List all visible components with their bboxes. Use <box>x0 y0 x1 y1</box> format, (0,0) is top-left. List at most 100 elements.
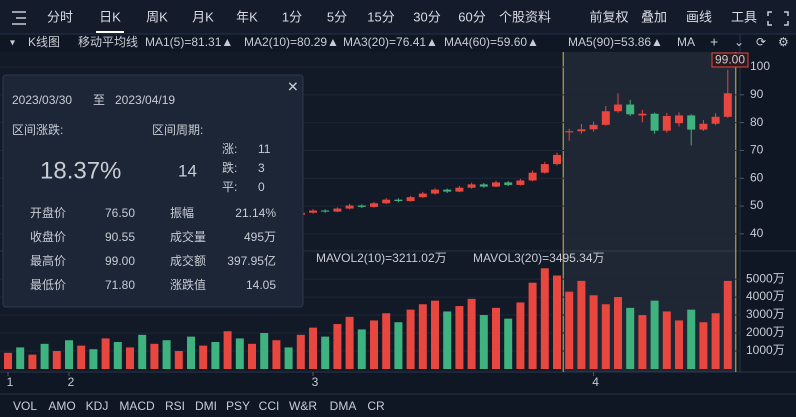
stat-label: 收盘价 <box>30 229 66 244</box>
change-label: 区间涨跌: <box>12 122 63 137</box>
period-value: 14 <box>178 161 197 180</box>
candle-body <box>321 210 330 212</box>
candle-body <box>577 129 586 132</box>
add-button[interactable]: + <box>710 34 718 50</box>
indicator-tab[interactable]: VOL <box>13 399 37 413</box>
volume-bar <box>321 336 330 369</box>
volume-bar <box>492 307 500 369</box>
indicator-tab[interactable]: KDJ <box>86 399 109 413</box>
toolbar-tab[interactable]: 1分 <box>282 9 302 24</box>
toolbar-tab[interactable]: 个股资料 <box>499 9 551 24</box>
chart-type[interactable]: K线图 <box>28 35 60 49</box>
fullscreen-icon[interactable] <box>767 11 789 26</box>
volume-bar <box>357 329 366 369</box>
candle-body <box>601 111 610 125</box>
volume-bar <box>467 298 476 369</box>
volume-legend: MAVOL2(10)=3211.02万 <box>316 251 447 265</box>
toolbar-tab[interactable]: 30分 <box>413 9 440 24</box>
indicator-tab[interactable]: DMA <box>330 399 357 413</box>
y-tick-label: 40 <box>750 226 764 240</box>
stat-value: 495万 <box>244 230 276 244</box>
indicator-tab[interactable]: CCI <box>259 399 280 413</box>
ma-legend: MA3(20)=76.41▲ <box>343 35 438 49</box>
toolbar-action[interactable]: 前复权 <box>589 9 628 24</box>
volume-tick-label: 5000万 <box>746 271 785 285</box>
indicator-tab[interactable]: MACD <box>119 399 155 413</box>
y-tick-label: 90 <box>750 87 764 101</box>
candle-body <box>565 131 574 133</box>
volume-bar <box>479 315 488 369</box>
ma-legend: MA2(10)=80.29▲ <box>244 35 339 49</box>
candle-body <box>638 113 647 116</box>
candle-body <box>333 208 342 212</box>
count-label: 跌: <box>222 160 237 175</box>
collapse-arrow[interactable]: ▾ <box>10 38 15 49</box>
toolbar-action[interactable]: 工具 <box>731 9 757 24</box>
toolbar-tab[interactable]: 周K <box>146 9 168 24</box>
indicator-tab[interactable]: AMO <box>48 399 75 413</box>
candle-body <box>662 115 671 131</box>
candle-body <box>553 154 561 165</box>
toolbar-tab[interactable]: 5分 <box>327 9 347 24</box>
toolbar-bg <box>0 0 796 34</box>
volume-bar <box>553 275 561 369</box>
indicator-tab[interactable]: PSY <box>226 399 250 413</box>
menu-icon[interactable] <box>12 11 26 25</box>
volume-bar <box>187 336 195 369</box>
ma-legend: MA4(60)=59.60▲ <box>444 35 539 49</box>
price-marker: 99.00 <box>715 53 745 67</box>
volume-bar <box>614 297 622 369</box>
toolbar-tab[interactable]: 年K <box>236 9 258 24</box>
indicator-tab[interactable]: RSI <box>165 399 185 413</box>
toolbar-tab[interactable]: 分时 <box>47 9 73 24</box>
volume-bar <box>333 324 342 369</box>
candle-body <box>479 184 488 187</box>
count-label: 平: <box>222 180 237 194</box>
indicator-tab[interactable]: CR <box>367 399 385 413</box>
toolbar-tab[interactable]: 日K <box>99 9 121 24</box>
selection-band <box>563 52 736 372</box>
settings-button[interactable]: ⚙ <box>778 35 789 49</box>
volume-bar <box>162 340 171 369</box>
stat-value: 76.50 <box>105 206 135 220</box>
collapse-button[interactable]: ⌄ <box>734 35 744 49</box>
volume-bar <box>211 342 220 369</box>
volume-bar <box>309 327 317 369</box>
indicator-tab[interactable]: W&R <box>289 399 317 413</box>
indicator-tab[interactable]: DMI <box>195 399 217 413</box>
candle-body <box>711 116 720 124</box>
candle-body <box>345 205 354 209</box>
popup-close[interactable]: ✕ <box>287 79 299 95</box>
toolbar-tab[interactable]: 60分 <box>458 9 485 24</box>
volume-bar <box>638 315 647 369</box>
stat-value: 90.55 <box>105 230 135 244</box>
volume-bar <box>577 280 586 369</box>
volume-bar <box>150 343 159 369</box>
volume-bar <box>126 347 134 369</box>
candle-body <box>467 184 476 188</box>
volume-bar <box>284 347 293 369</box>
toolbar-tab[interactable]: 月K <box>192 9 214 24</box>
candle-body <box>418 193 427 198</box>
volume-bar <box>528 282 537 369</box>
indicator-name[interactable]: 移动平均线 <box>78 35 138 49</box>
stat-label: 振幅 <box>170 205 194 220</box>
toolbar-tab[interactable]: 15分 <box>367 9 394 24</box>
end-date: 2023/04/19 <box>115 93 175 107</box>
volume-bar <box>345 316 354 369</box>
candle-body <box>309 210 317 213</box>
refresh-button[interactable]: ⟳ <box>756 35 766 49</box>
period-label: 区间周期: <box>152 123 203 137</box>
stat-label: 涨跌值 <box>170 277 206 292</box>
candle-body <box>675 115 683 124</box>
stat-value: 397.95亿 <box>227 253 276 268</box>
toolbar-action[interactable]: 画线 <box>686 9 712 24</box>
volume-bar <box>370 320 378 369</box>
stat-value: 71.80 <box>105 278 135 292</box>
toolbar-action[interactable]: 叠加 <box>641 9 667 24</box>
volume-bar <box>455 306 464 369</box>
volume-bar <box>406 309 415 369</box>
volume-bar <box>711 313 720 369</box>
volume-tick-label: 4000万 <box>746 289 785 303</box>
volume-bar <box>28 354 37 369</box>
